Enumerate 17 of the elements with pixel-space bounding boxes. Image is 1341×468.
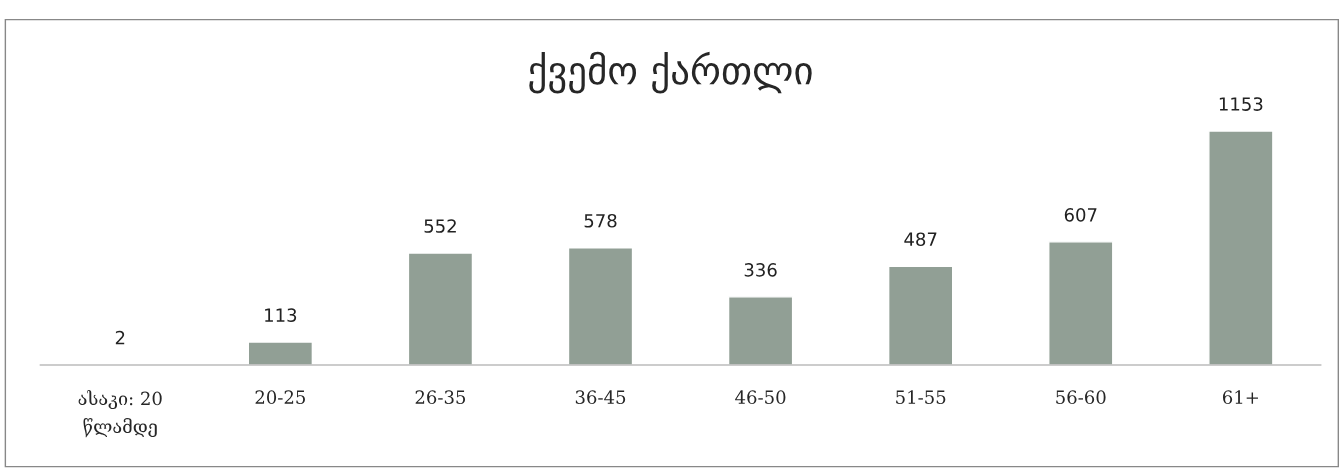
chart-title: ქვემო ქართლი	[529, 51, 812, 94]
data-label: 607	[1064, 208, 1097, 222]
data-label: 1153	[1219, 97, 1263, 111]
x-tick-label: 36-45	[575, 390, 626, 405]
x-tick-label: 51-55	[896, 390, 946, 405]
x-tick-label: 61+	[1223, 390, 1258, 405]
data-label: 2	[115, 330, 125, 345]
data-label: 113	[265, 308, 297, 322]
data-label: 487	[904, 232, 937, 247]
x-tick-label: 26-35	[415, 390, 466, 405]
data-label: 578	[584, 213, 617, 228]
x-tick-label: ასაკი: 20 წლამდე	[78, 390, 162, 438]
x-tick-label: 20-25	[255, 390, 305, 405]
x-tick-label: 56-60	[1056, 390, 1106, 405]
data-label: 552	[424, 219, 456, 233]
data-label: 336	[744, 263, 777, 277]
x-tick-label: 46-50	[735, 390, 786, 405]
